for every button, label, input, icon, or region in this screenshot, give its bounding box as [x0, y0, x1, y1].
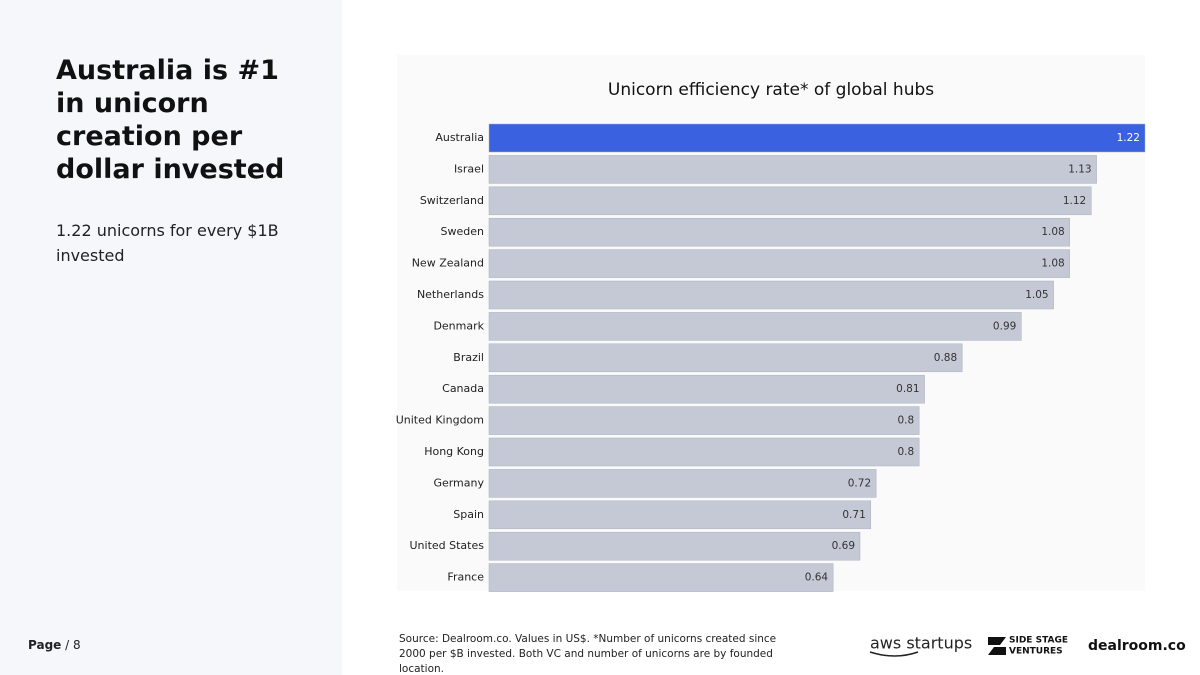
value-label: 1.05: [1025, 289, 1048, 301]
category-label: Australia: [435, 131, 484, 144]
value-label: 1.08: [1041, 226, 1064, 238]
bar: [488, 500, 872, 530]
category-label: Netherlands: [417, 288, 484, 301]
category-label: New Zealand: [412, 257, 484, 270]
value-label: 0.69: [832, 540, 855, 552]
ssv-logo: SIDE STAGE: [1009, 636, 1068, 646]
bar: [488, 312, 1022, 341]
side-panel: [0, 0, 342, 675]
category-label: Brazil: [453, 351, 484, 364]
logos: aws startups SIDE STAGE VENTURES dealroo…: [869, 634, 1186, 657]
value-label: 1.12: [1063, 195, 1086, 207]
value-label: 1.13: [1068, 163, 1091, 175]
chart: Unicorn efficiency rate* of global hubs …: [396, 55, 1146, 592]
value-label: 0.8: [897, 446, 914, 458]
value-label: 0.64: [805, 572, 829, 584]
value-label: 0.88: [934, 352, 957, 364]
category-label: Hong Kong: [424, 445, 484, 458]
bar: [488, 437, 920, 467]
category-label: Sweden: [441, 225, 484, 238]
value-label: 1.22: [1117, 132, 1140, 144]
aws-smile: [869, 651, 919, 657]
bar: [488, 155, 1097, 184]
category-label: Canada: [442, 382, 484, 395]
bar: [488, 280, 1054, 310]
value-label: 0.72: [848, 477, 871, 489]
bar: [488, 343, 963, 373]
category-label: Denmark: [433, 319, 484, 332]
ssv-icon: [988, 637, 1006, 645]
category-label: Germany: [433, 476, 484, 489]
bar: [488, 249, 1070, 278]
dealroom-logo: dealroom.co: [1088, 638, 1186, 654]
value-label: 1.08: [1041, 258, 1064, 270]
category-label: France: [447, 571, 484, 584]
bar: [488, 406, 920, 435]
value-label: 0.81: [896, 383, 919, 395]
source-note: Source: Dealroom.co. Values in US$. *Num…: [399, 633, 777, 675]
category-label: Switzerland: [420, 194, 484, 207]
ssv-icon: [988, 647, 1006, 655]
category-label: Spain: [453, 508, 484, 521]
bar: [488, 531, 861, 561]
value-label: 0.99: [993, 320, 1016, 332]
bar: [488, 563, 834, 592]
bar: [488, 217, 1070, 247]
slide-subtitle: 1.22 unicorns for every $1B invested: [56, 221, 279, 265]
value-label: 0.8: [897, 415, 914, 427]
bar: [488, 374, 925, 404]
slide-title: Australia is #1 in unicorn creation per …: [56, 55, 285, 185]
chart-title: Unicorn efficiency rate* of global hubs: [608, 80, 934, 100]
category-label: Israel: [454, 162, 484, 175]
page-indicator: Page / 8: [28, 638, 81, 652]
category-label: United Kingdom: [396, 414, 484, 427]
value-label: 0.71: [842, 509, 865, 521]
bar: [488, 123, 1146, 153]
bar: [488, 469, 877, 498]
aws-logo: aws startups: [870, 634, 972, 653]
category-label: United States: [410, 539, 485, 552]
bar: [488, 186, 1092, 216]
ssv-logo: VENTURES: [1009, 647, 1063, 657]
page-number: / 8: [65, 638, 81, 652]
page-label: Page: [28, 638, 62, 652]
